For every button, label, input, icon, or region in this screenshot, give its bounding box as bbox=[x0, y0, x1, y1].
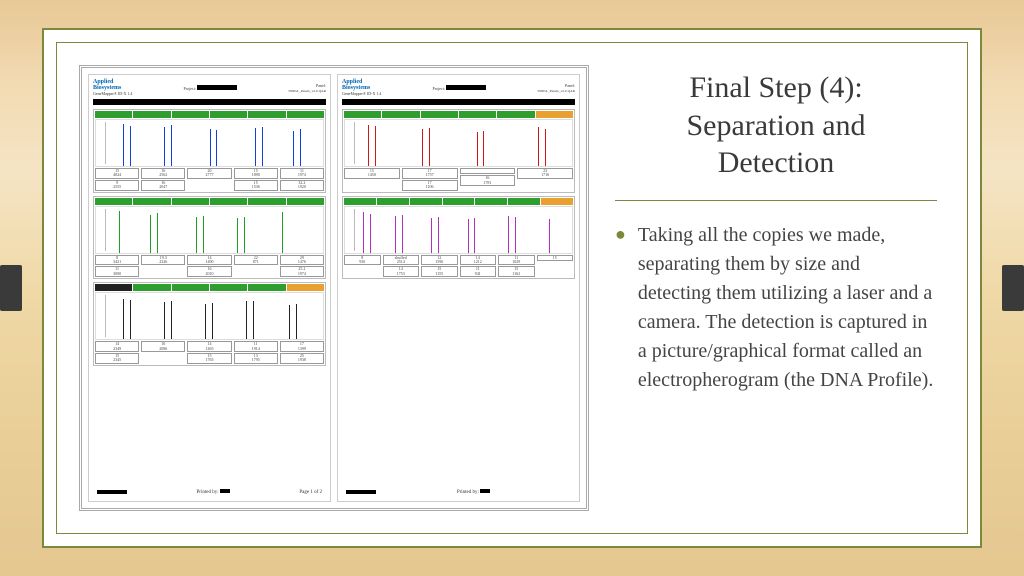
page-header: AppliedBiosystems GeneMapper® ID-X 1.4 P… bbox=[342, 79, 575, 96]
peak bbox=[253, 301, 254, 339]
peak bbox=[395, 216, 396, 253]
peak-chart bbox=[95, 206, 324, 254]
electropherogram-panel: 1423491523451620861414651517651119141317… bbox=[93, 282, 326, 366]
peak bbox=[130, 126, 131, 166]
peak bbox=[157, 213, 158, 252]
allele-labels: 1423491523451620861414651517651119141317… bbox=[95, 341, 324, 364]
peak bbox=[130, 300, 131, 340]
peak bbox=[508, 216, 509, 253]
page-footer: Printed by: Page 1 of 2 bbox=[93, 487, 326, 497]
peak bbox=[255, 128, 256, 166]
peak bbox=[545, 129, 546, 166]
software-version: GeneMapper® ID-X 1.4 bbox=[342, 91, 381, 96]
peak bbox=[237, 218, 238, 253]
peak bbox=[123, 124, 124, 166]
peak bbox=[402, 215, 403, 253]
allele-labels: 151450171757171106161781231716 bbox=[344, 168, 573, 191]
peak bbox=[244, 217, 245, 252]
peak bbox=[549, 219, 550, 252]
slide-tab-left bbox=[0, 265, 22, 311]
peak bbox=[216, 130, 217, 166]
electropherogram-panel: 151450171757171106161781231716 bbox=[342, 109, 575, 193]
peak-chart bbox=[344, 206, 573, 254]
sample-bar bbox=[342, 99, 575, 105]
report-page-1: AppliedBiosystems GeneMapper® ID-X 1.4 P… bbox=[88, 74, 331, 502]
slide-title: Final Step (4): Separation and Detection bbox=[615, 69, 937, 182]
allele-labels: 1540249255516256216204720277715189015153… bbox=[95, 168, 324, 191]
peak bbox=[538, 127, 539, 166]
peak bbox=[363, 212, 364, 252]
peak bbox=[296, 304, 297, 339]
peak bbox=[483, 131, 484, 166]
text-column: Final Step (4): Separation and Detection… bbox=[615, 65, 937, 511]
peak bbox=[515, 217, 516, 253]
peak bbox=[293, 131, 294, 166]
bullet-item: ● Taking all the copies we made, separat… bbox=[615, 221, 937, 395]
panel-field: Panel:3500xL_Panels_v2.0 QAR bbox=[288, 83, 326, 93]
project-field: Project: bbox=[432, 85, 485, 91]
peak bbox=[300, 129, 301, 166]
peak bbox=[368, 125, 369, 166]
slide-frame: AppliedBiosystems GeneMapper® ID-X 1.4 P… bbox=[42, 28, 982, 548]
bullet-text: Taking all the copies we made, separatin… bbox=[638, 221, 937, 395]
panel-field: Panel:3500xL_Panels_v2.0 QAR bbox=[537, 83, 575, 93]
peak bbox=[171, 125, 172, 166]
marker-bar bbox=[95, 284, 324, 291]
peak bbox=[246, 301, 247, 340]
allele-labels: 8342111300019.32326141490162010228712914… bbox=[95, 255, 324, 278]
peak bbox=[203, 216, 204, 253]
electropherogram-panel: 8342111300019.32326141490162010228712914… bbox=[93, 196, 326, 280]
page-footer: Printed by: bbox=[342, 487, 575, 497]
peak bbox=[468, 219, 469, 253]
marker-bar bbox=[344, 198, 573, 205]
peak bbox=[474, 218, 475, 253]
bullet-dot-icon: ● bbox=[615, 221, 626, 395]
peak bbox=[212, 303, 213, 339]
peak bbox=[375, 126, 376, 166]
peak bbox=[150, 215, 151, 253]
peak bbox=[164, 302, 165, 339]
peak bbox=[205, 304, 206, 339]
vendor-logo: AppliedBiosystems bbox=[342, 79, 381, 91]
peak bbox=[289, 305, 290, 339]
vendor-logo: AppliedBiosystems bbox=[93, 79, 132, 91]
peak bbox=[164, 127, 165, 166]
project-field: Project: bbox=[183, 85, 236, 91]
marker-bar bbox=[95, 111, 324, 118]
peak bbox=[119, 211, 120, 252]
peak-chart bbox=[344, 119, 573, 167]
peak bbox=[196, 217, 197, 253]
slide-tab-right bbox=[1002, 265, 1024, 311]
peak bbox=[477, 132, 478, 166]
peak bbox=[422, 129, 423, 166]
peak bbox=[282, 212, 283, 252]
page-header: AppliedBiosystems GeneMapper® ID-X 1.4 P… bbox=[93, 79, 326, 96]
peak bbox=[262, 127, 263, 166]
peak bbox=[370, 214, 371, 253]
peak bbox=[429, 128, 430, 166]
marker-bar bbox=[95, 198, 324, 205]
electropherogram-panel: 1540249255516256216204720277715189015153… bbox=[93, 109, 326, 193]
report-page-2: AppliedBiosystems GeneMapper® ID-X 1.4 P… bbox=[337, 74, 580, 502]
peak-chart bbox=[95, 292, 324, 340]
slide-inner: AppliedBiosystems GeneMapper® ID-X 1.4 P… bbox=[56, 42, 968, 534]
electropherogram-panel: 8930shuffed25141417531215961511551412121… bbox=[342, 196, 575, 280]
peak bbox=[210, 129, 211, 166]
allele-labels: 8930shuffed25141417531215961511551412121… bbox=[344, 255, 573, 278]
peak bbox=[438, 217, 439, 253]
software-version: GeneMapper® ID-X 1.4 bbox=[93, 91, 132, 96]
peak bbox=[123, 299, 124, 339]
electropherogram-figure: AppliedBiosystems GeneMapper® ID-X 1.4 P… bbox=[79, 65, 589, 511]
peak-chart bbox=[95, 119, 324, 167]
title-divider bbox=[615, 200, 937, 201]
peak bbox=[171, 301, 172, 339]
peak bbox=[431, 218, 432, 253]
sample-bar bbox=[93, 99, 326, 105]
marker-bar bbox=[344, 111, 573, 118]
